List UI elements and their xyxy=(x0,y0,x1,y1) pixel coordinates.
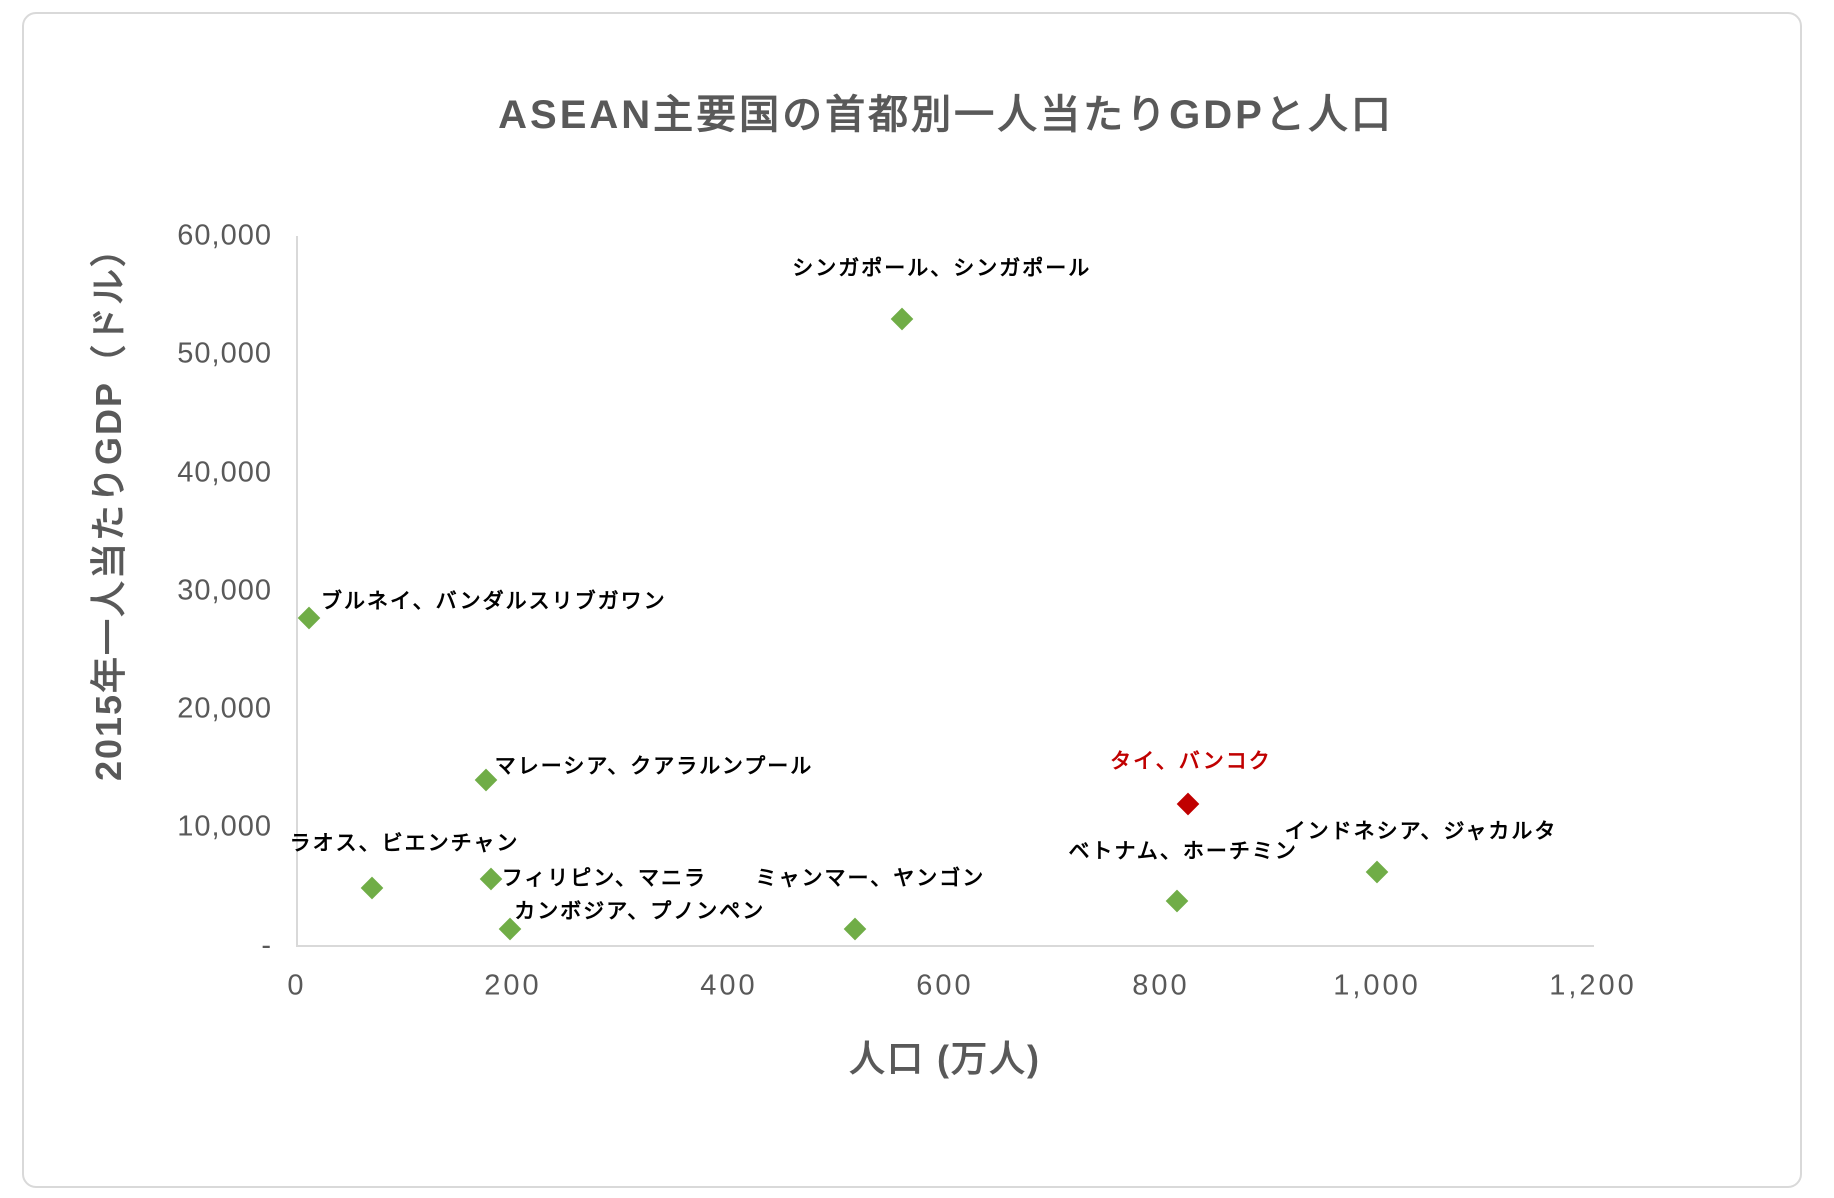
data-point-marker xyxy=(360,876,383,899)
x-tick-label: 200 xyxy=(484,969,542,1002)
x-tick-label: 800 xyxy=(1132,969,1190,1002)
data-point-label: ブルネイ、バンダルスリブガワン xyxy=(321,589,667,613)
data-point-label: マレーシア、クアラルンプール xyxy=(494,754,814,778)
y-tick-label: 10,000 xyxy=(177,810,272,843)
x-tick-label: 1,200 xyxy=(1549,969,1637,1002)
data-point-marker xyxy=(480,867,503,891)
data-point-label: ベトナム、ホーチミン xyxy=(1068,839,1298,863)
data-point-marker xyxy=(1365,860,1389,884)
y-axis-line xyxy=(296,236,298,946)
data-point-label: タイ、バンコク xyxy=(1110,749,1272,773)
data-point-marker xyxy=(890,307,914,331)
y-tick-label: - xyxy=(261,929,272,961)
data-point-label: ミャンマー、ヤンゴン xyxy=(755,866,986,890)
data-point-label: カンボジア、プノンペン xyxy=(514,899,766,923)
y-tick-label: 60,000 xyxy=(177,219,272,252)
chart-border xyxy=(22,12,1802,1188)
y-tick-label: 20,000 xyxy=(177,692,272,725)
data-point-label: フィリピン、マニラ xyxy=(501,867,708,891)
chart-title: ASEAN主要国の首都別一人当たりGDPと人口 xyxy=(498,93,1394,137)
x-axis-line xyxy=(296,944,1594,947)
x-tick-label: 400 xyxy=(700,969,758,1002)
y-axis-title: 2015年一人当たりGDP（ドル） xyxy=(88,228,129,782)
x-axis-title: 人口 (万人) xyxy=(849,1038,1041,1079)
data-point-marker xyxy=(1165,889,1189,912)
y-tick-label: 30,000 xyxy=(177,574,272,607)
y-tick-label: 40,000 xyxy=(177,456,272,488)
data-point-label: シンガポール、シンガポール xyxy=(792,256,1092,280)
data-point-label: ラオス、ビエンチャン xyxy=(289,831,520,855)
y-tick-label: 50,000 xyxy=(177,337,272,370)
x-tick-label: 600 xyxy=(916,969,974,1002)
data-point-label: インドネシア、ジャカルタ xyxy=(1284,820,1558,844)
data-point-marker xyxy=(1176,792,1200,815)
data-point-marker xyxy=(844,917,867,941)
x-tick-label: 1,000 xyxy=(1333,969,1421,1002)
data-point-marker xyxy=(297,606,321,630)
x-tick-label: 0 xyxy=(287,969,307,1002)
